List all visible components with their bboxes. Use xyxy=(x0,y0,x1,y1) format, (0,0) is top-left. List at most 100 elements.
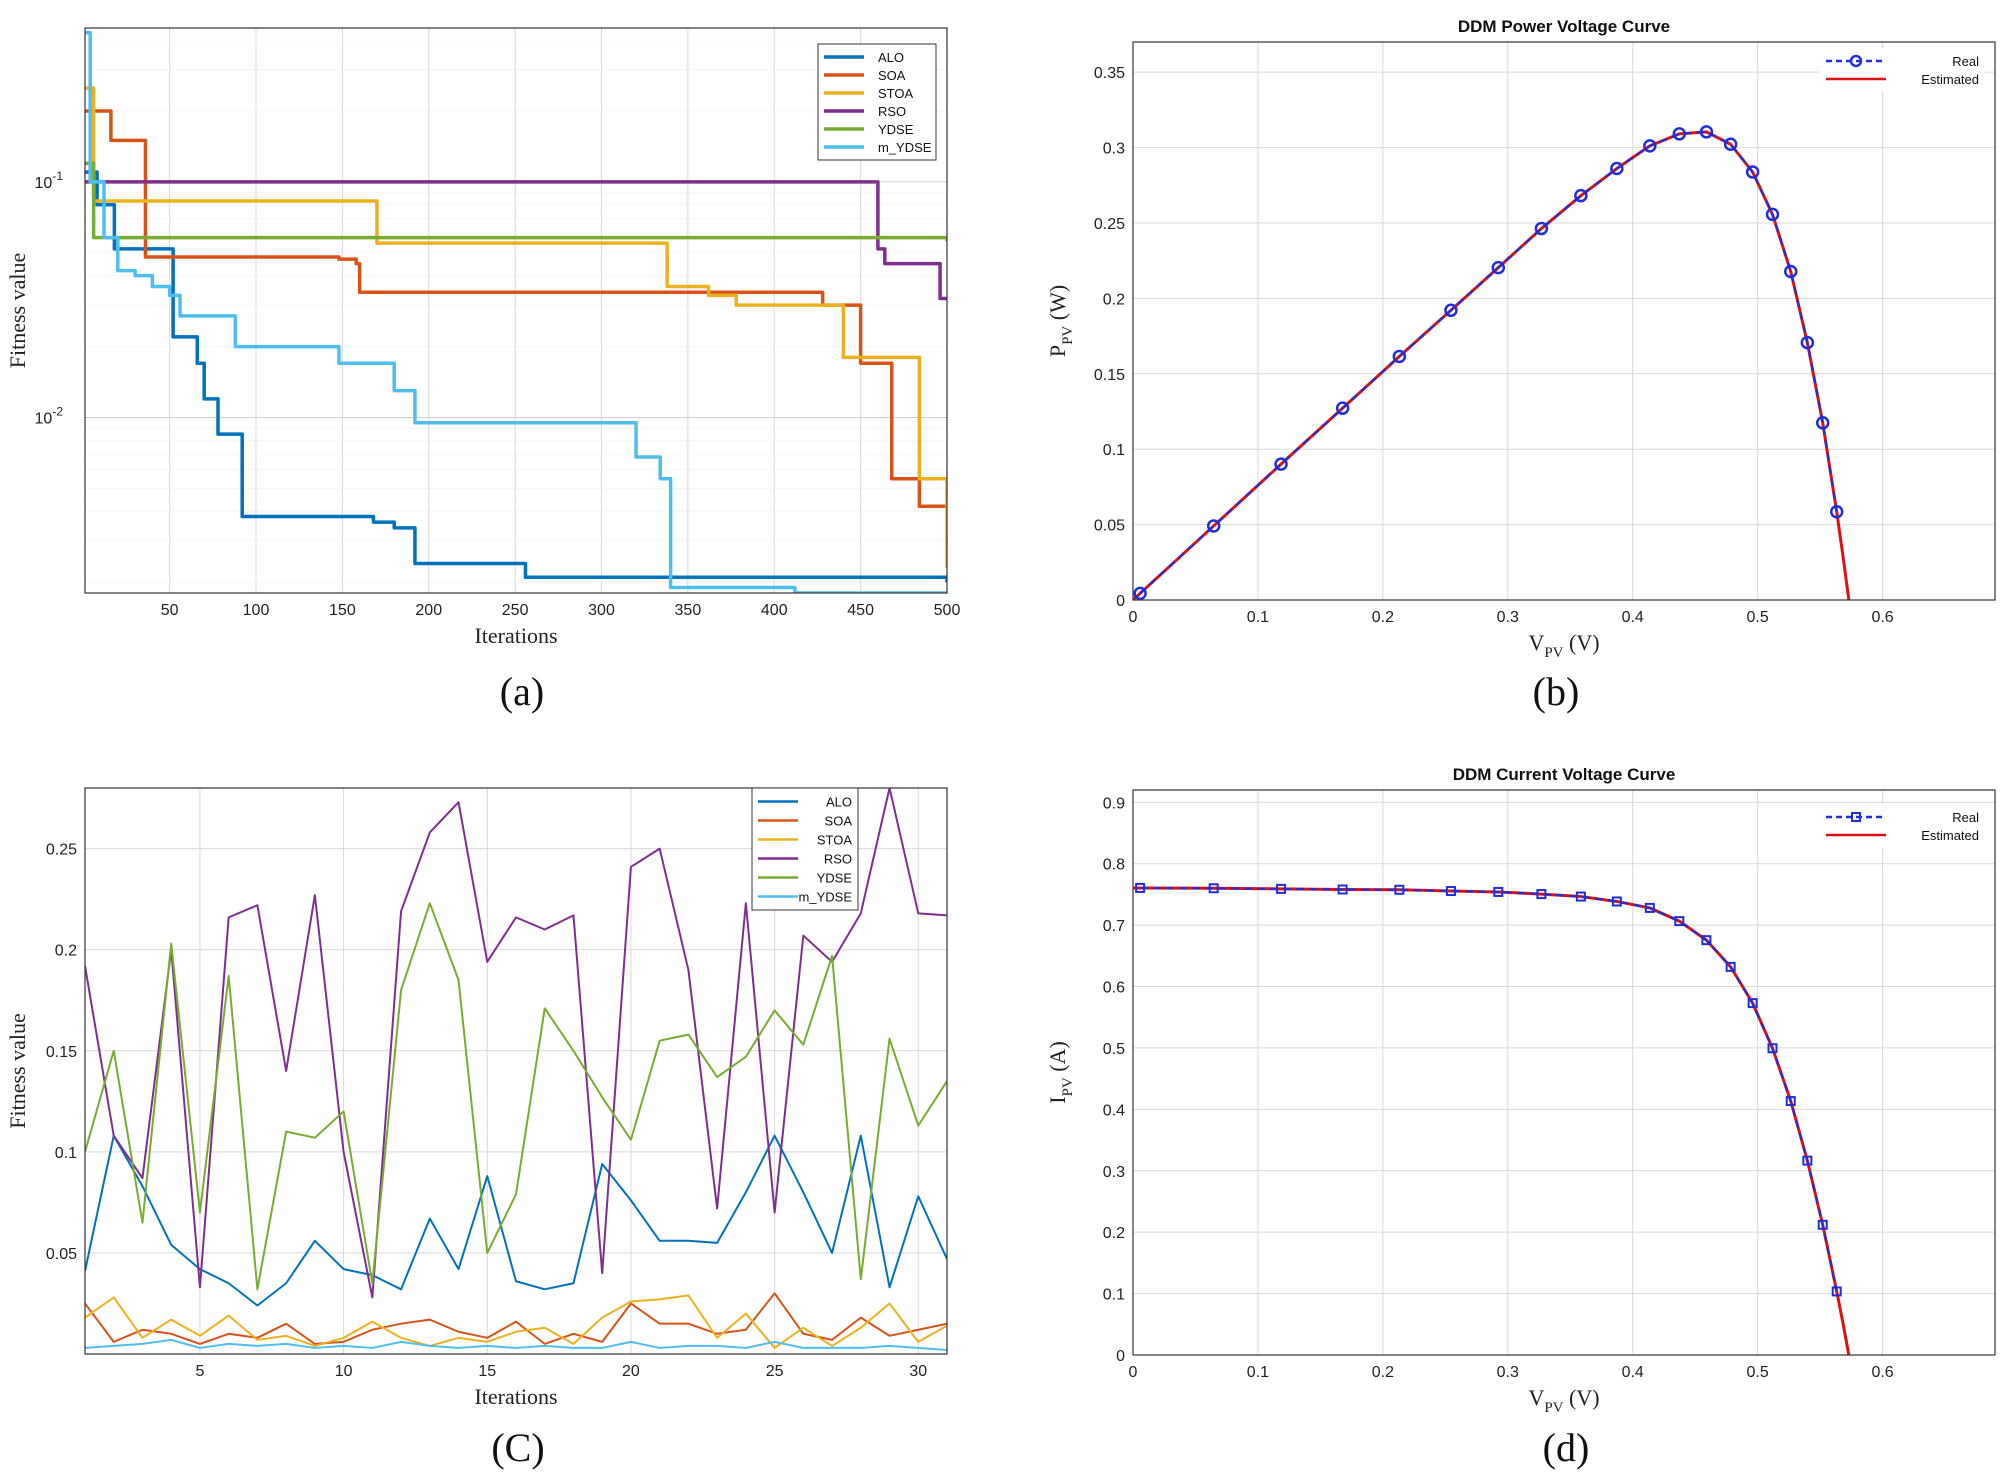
series-line-real xyxy=(1139,130,1838,595)
data-point-marker xyxy=(1534,221,1549,236)
x-tick-label: 0 xyxy=(1129,609,1138,626)
y-tick-label: 0.9 xyxy=(1103,795,1125,812)
legend: Real Estimated xyxy=(1820,804,1985,848)
data-point-marker xyxy=(1575,891,1586,902)
data-point-marker xyxy=(1274,457,1288,471)
y-tick-label: 0.05 xyxy=(1094,518,1125,535)
x-tick-label: 300 xyxy=(588,602,615,619)
series-line-alo xyxy=(85,170,947,583)
plot-area xyxy=(85,28,947,593)
x-axis-label: Iterations xyxy=(474,623,557,648)
data-point-marker xyxy=(1747,998,1758,1009)
plot-series xyxy=(1133,125,1851,600)
y-tick-label: 10-2 xyxy=(35,405,64,428)
legend-label: m_YDSE xyxy=(799,890,853,905)
x-tick-label: 0.2 xyxy=(1372,609,1394,626)
x-tick-label: 10 xyxy=(335,1363,353,1380)
y-tick-label: 0.5 xyxy=(1103,1041,1125,1058)
data-point-marker xyxy=(1536,889,1547,900)
x-tick-label: 450 xyxy=(847,602,874,619)
data-point-marker xyxy=(1133,586,1147,600)
series-line-real xyxy=(1140,886,1838,1292)
data-point-marker xyxy=(1701,935,1712,946)
chart-a: 50 100 150 200 250 300 350 400 450 500 10-1 10-2 Ite… xyxy=(5,27,960,648)
legend-label: YDSE xyxy=(878,122,914,137)
data-point-marker xyxy=(1674,916,1685,927)
series-line-ydse xyxy=(85,902,947,1291)
data-point-marker xyxy=(1723,137,1738,151)
legend-label: YDSE xyxy=(817,871,853,886)
x-tick-label: 5 xyxy=(195,1363,204,1380)
series-line-soa xyxy=(85,1292,947,1345)
y-tick-label: 0.3 xyxy=(1103,141,1125,158)
data-point-marker xyxy=(1276,883,1287,894)
x-tick-label: 0.4 xyxy=(1622,609,1644,626)
y-tick-label: 0.2 xyxy=(1103,291,1125,308)
data-point-marker xyxy=(1785,1096,1796,1107)
plot-area xyxy=(1133,790,1995,1355)
data-point-marker xyxy=(1394,884,1405,895)
chart-b: 0 0.1 0.2 0.3 0.4 0.5 0.6 0 0.05 0.1 0.15 0.2 0.25 0.… xyxy=(1045,17,1996,661)
chart-title: DDM Current Voltage Curve xyxy=(1453,765,1676,784)
series-line-alo xyxy=(85,1134,947,1307)
legend-label: SOA xyxy=(878,68,906,83)
y-axis-label: IPV (A) xyxy=(1045,1041,1076,1104)
series-line-m-ydse xyxy=(85,30,947,593)
data-point-marker xyxy=(1335,401,1350,415)
data-point-marker xyxy=(1574,188,1588,203)
y-tick-label: 0.35 xyxy=(1094,65,1125,82)
x-tick-label: 0.4 xyxy=(1622,1364,1644,1381)
x-tick-label: 0.3 xyxy=(1497,609,1519,626)
legend-box xyxy=(1820,804,1985,848)
legend-label: Estimated xyxy=(1921,828,1979,843)
data-point-marker xyxy=(1493,886,1504,897)
legend-label: Real xyxy=(1952,54,1979,69)
y-tick-label: 0.15 xyxy=(46,1044,77,1061)
panel-caption-b: (b) xyxy=(1532,669,1580,714)
legend-box xyxy=(817,43,937,161)
series-line-m-ydse xyxy=(85,1338,947,1351)
data-point-marker xyxy=(1491,260,1506,275)
x-tick-label: 0.6 xyxy=(1871,609,1893,626)
x-axis-label: Iterations xyxy=(474,1384,557,1409)
panel-caption-c: (C) xyxy=(491,1425,545,1470)
y-tick-label: 0.1 xyxy=(1103,1287,1125,1304)
gridlines xyxy=(1132,42,1995,601)
x-tick-label: 350 xyxy=(675,602,702,619)
chart-d: 0 0.1 0.2 0.3 0.4 0.5 0.6 0 0.1 0.2 0.3 0.4 0.5 0.6 0.… xyxy=(1045,765,1996,1416)
data-point-marker xyxy=(1392,349,1407,364)
x-tick-label: 15 xyxy=(478,1363,496,1380)
y-tick-label: 0.4 xyxy=(1103,1102,1125,1119)
legend-label: STOA xyxy=(817,833,852,848)
chart-title: DDM Power Voltage Curve xyxy=(1458,17,1670,36)
legend-label: Real xyxy=(1952,810,1979,825)
x-tick-label: 150 xyxy=(329,602,356,619)
y-axis-label: PPV (W) xyxy=(1045,285,1076,357)
legend-label: SOA xyxy=(825,814,853,829)
x-tick-label: 0.5 xyxy=(1747,1364,1769,1381)
y-tick-label: 0 xyxy=(1116,593,1125,610)
series-line-stoa xyxy=(85,86,947,568)
legend-label: ALO xyxy=(878,50,904,65)
data-point-marker xyxy=(1783,264,1798,279)
y-tick-label: 0.3 xyxy=(1103,1164,1125,1181)
data-point-marker xyxy=(1802,1155,1813,1166)
legend-marker xyxy=(1849,54,1863,68)
y-tick-label: 0.6 xyxy=(1103,980,1125,997)
legend-label: STOA xyxy=(878,86,913,101)
x-axis-label: VPV (V) xyxy=(1528,1385,1599,1416)
x-tick-label: 50 xyxy=(161,602,179,619)
legend-box xyxy=(1820,48,1985,92)
y-tick-label: 0.05 xyxy=(46,1246,77,1263)
legend-marker xyxy=(1851,812,1861,822)
y-tick-label: 0.1 xyxy=(55,1145,77,1162)
y-tick-label: 0.2 xyxy=(1103,1225,1125,1242)
x-tick-label: 0.2 xyxy=(1372,1364,1394,1381)
data-point-marker xyxy=(1337,884,1348,895)
data-point-marker xyxy=(1643,139,1657,153)
y-tick-label: 0.2 xyxy=(55,943,77,960)
x-tick-label: 0 xyxy=(1129,1364,1138,1381)
data-point-marker xyxy=(1672,127,1687,141)
